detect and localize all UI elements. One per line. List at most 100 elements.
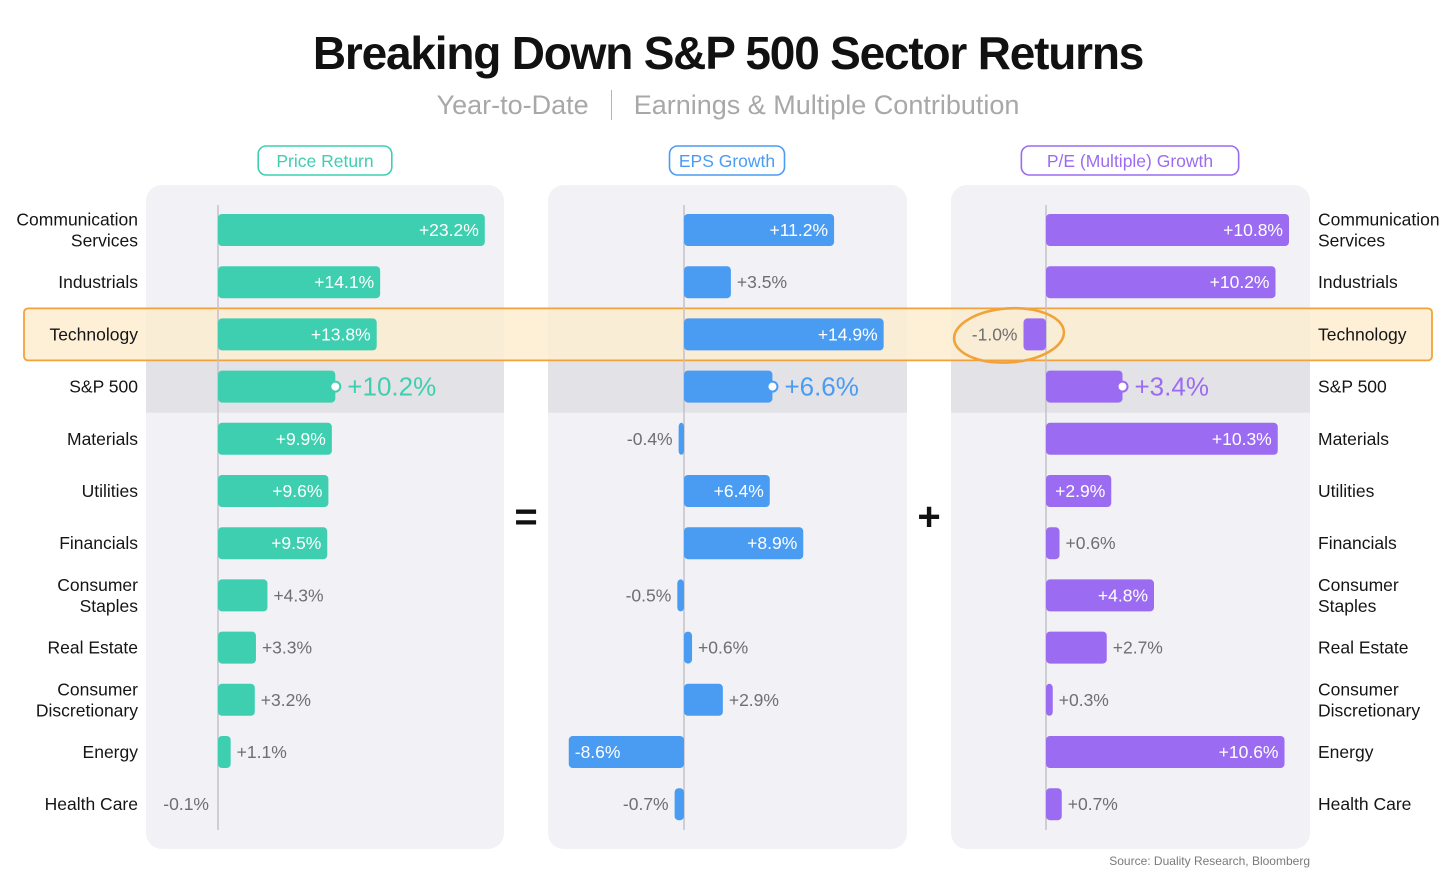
category-label-right-industrials: Industrials	[1318, 272, 1398, 292]
category-label-right-financials: Financials	[1318, 533, 1397, 553]
subtitle-period: Year-to-Date	[436, 90, 589, 120]
p-e-multiple-growth-value-label-financials: +0.6%	[1066, 533, 1116, 553]
price-return-value-label-technology: +13.8%	[311, 324, 371, 344]
category-label-right-sandp-500: S&P 500	[1318, 377, 1387, 397]
category-label-left-technology: Technology	[49, 324, 138, 344]
eps-growth-bar-communication-services	[684, 214, 835, 246]
eps-growth-bar-health-care	[674, 788, 684, 821]
eps-growth-value-label-energy: -8.6%	[575, 742, 621, 762]
p-e-multiple-growth-value-label-communication-services: +10.8%	[1223, 220, 1283, 240]
eps-growth-bar-real-estate	[684, 631, 693, 664]
price-return-value-label-communication-services: +23.2%	[419, 220, 479, 240]
category-label-right-energy: Energy	[1318, 742, 1374, 762]
price-return-value-label-consumer-staples: +4.3%	[273, 585, 323, 605]
category-label-left-consumer-discretionary: Discretionary	[36, 700, 138, 720]
category-label-left-energy: Energy	[83, 742, 139, 762]
category-label-left-utilities: Utilities	[82, 481, 139, 501]
p-e-multiple-growth-bar-real-estate	[1046, 631, 1107, 664]
p-e-multiple-growth-bar-communication-services	[1046, 214, 1289, 246]
price-return-value-label-industrials: +14.1%	[314, 272, 374, 292]
category-label-right-consumer-staples: Staples	[1318, 596, 1377, 616]
category-label-right-consumer-discretionary: Consumer	[1318, 679, 1399, 699]
eps-growth-bar-consumer-discretionary	[684, 683, 723, 716]
eps-growth-benchmark-dot	[766, 380, 779, 393]
price-return-value-label-consumer-discretionary: +3.2%	[261, 690, 311, 710]
price-return-bar-materials	[218, 422, 332, 455]
eps-growth-value-label-technology: +14.9%	[818, 324, 878, 344]
p-e-multiple-growth-benchmark-band	[951, 360, 1310, 413]
p-e-multiple-growth-value-label-real-estate: +2.7%	[1113, 638, 1163, 658]
p-e-multiple-growth-value-label-utilities: +2.9%	[1055, 481, 1105, 501]
eps-growth-value-label-communication-services: +11.2%	[770, 220, 829, 240]
subtitle-divider	[610, 90, 612, 120]
price-return-value-label-materials: +9.9%	[276, 429, 326, 449]
category-label-left-financials: Financials	[59, 533, 138, 553]
category-label-right-real-estate: Real Estate	[1318, 638, 1408, 658]
eps-growth-bar-utilities	[684, 475, 770, 507]
category-label-right-communication-services: Services	[1318, 231, 1385, 251]
chart-title: Breaking Down S&P 500 Sector Returns	[312, 27, 1144, 79]
price-return-value-label-utilities: +9.6%	[272, 481, 322, 501]
price-return-bar-sandp-500	[218, 370, 336, 403]
p-e-multiple-growth-value-label-sandp-500: +3.4%	[1135, 372, 1209, 402]
eps-growth-bar-technology	[684, 318, 884, 351]
category-label-right-materials: Materials	[1318, 429, 1389, 449]
category-label-left-communication-services: Communication	[16, 210, 138, 230]
eps-growth-bar-consumer-staples	[677, 579, 684, 612]
eps-growth-value-label-sandp-500: +6.6%	[784, 372, 858, 402]
eps-growth-value-label-materials: -0.4%	[627, 429, 673, 449]
category-label-right-technology: Technology	[1318, 324, 1407, 344]
price-return-bar-real-estate	[218, 631, 256, 664]
category-label-left-materials: Materials	[67, 429, 138, 449]
category-label-left-consumer-discretionary: Consumer	[57, 679, 138, 699]
price-return-bar-financials	[218, 527, 328, 560]
category-label-left-consumer-staples: Consumer	[57, 575, 138, 595]
p-e-multiple-growth-value-label-health-care: +0.7%	[1068, 794, 1118, 814]
price-return-bar-technology	[218, 318, 377, 351]
equals-operator: =	[514, 495, 537, 539]
eps-growth-bar-financials	[684, 527, 804, 560]
category-label-left-communication-services: Services	[71, 231, 138, 251]
eps-growth-header-label: EPS Growth	[679, 151, 775, 171]
source-note: Source: Duality Research, Bloomberg	[1109, 854, 1310, 868]
p-e-multiple-growth-value-label-industrials: +10.2%	[1210, 272, 1270, 292]
eps-growth-bar-energy	[568, 736, 684, 768]
eps-growth-value-label-real-estate: +0.6%	[698, 638, 748, 658]
price-return-bar-communication-services	[218, 214, 485, 246]
eps-growth-header-pill	[668, 145, 786, 176]
eps-growth-bar-materials	[678, 422, 684, 455]
price-return-value-label-sandp-500: +10.2%	[347, 372, 436, 402]
p-e-multiple-growth-value-label-energy: +10.6%	[1219, 742, 1279, 762]
p-e-multiple-growth-bar-energy	[1046, 736, 1285, 768]
price-return-header-label: Price Return	[276, 151, 373, 171]
p-e-multiple-growth-bar-technology	[1023, 318, 1046, 351]
price-return-bar-industrials	[218, 266, 381, 299]
category-label-left-health-care: Health Care	[45, 794, 138, 814]
category-label-right-health-care: Health Care	[1318, 794, 1411, 814]
eps-growth-value-label-consumer-staples: -0.5%	[626, 585, 672, 605]
price-return-value-label-energy: +1.1%	[237, 742, 287, 762]
p-e-multiple-growth-bar-utilities	[1046, 475, 1112, 507]
p-e-multiple-growth-value-label-materials: +10.3%	[1212, 429, 1272, 449]
plus-operator: +	[917, 495, 940, 539]
p-e-multiple-growth-bar-health-care	[1046, 788, 1062, 821]
p-e-multiple-growth-bar-financials	[1046, 527, 1060, 560]
eps-growth-value-label-industrials: +3.5%	[737, 272, 787, 292]
category-label-right-utilities: Utilities	[1318, 481, 1375, 501]
category-label-right-consumer-discretionary: Discretionary	[1318, 700, 1420, 720]
price-return-bar-consumer-staples	[218, 579, 268, 612]
price-return-benchmark-dot	[329, 380, 342, 393]
p-e-multiple-growth-bar-consumer-discretionary	[1046, 683, 1053, 716]
p-e-multiple-growth-header-label: P/E (Multiple) Growth	[1047, 151, 1213, 171]
category-label-right-communication-services: Communication	[1318, 210, 1440, 230]
eps-growth-value-label-utilities: +6.4%	[714, 481, 764, 501]
price-return-value-label-health-care: -0.1%	[163, 794, 209, 814]
price-return-value-label-financials: +9.5%	[271, 533, 321, 553]
p-e-multiple-growth-value-label-technology: -1.0%	[972, 324, 1018, 344]
price-return-header-pill	[257, 145, 393, 176]
category-label-left-real-estate: Real Estate	[48, 638, 138, 658]
eps-growth-value-label-health-care: -0.7%	[623, 794, 669, 814]
p-e-multiple-growth-bar-sandp-500	[1046, 370, 1123, 403]
chart-subtitle: Year-to-Date Earnings & Multiple Contribu…	[0, 90, 1456, 121]
